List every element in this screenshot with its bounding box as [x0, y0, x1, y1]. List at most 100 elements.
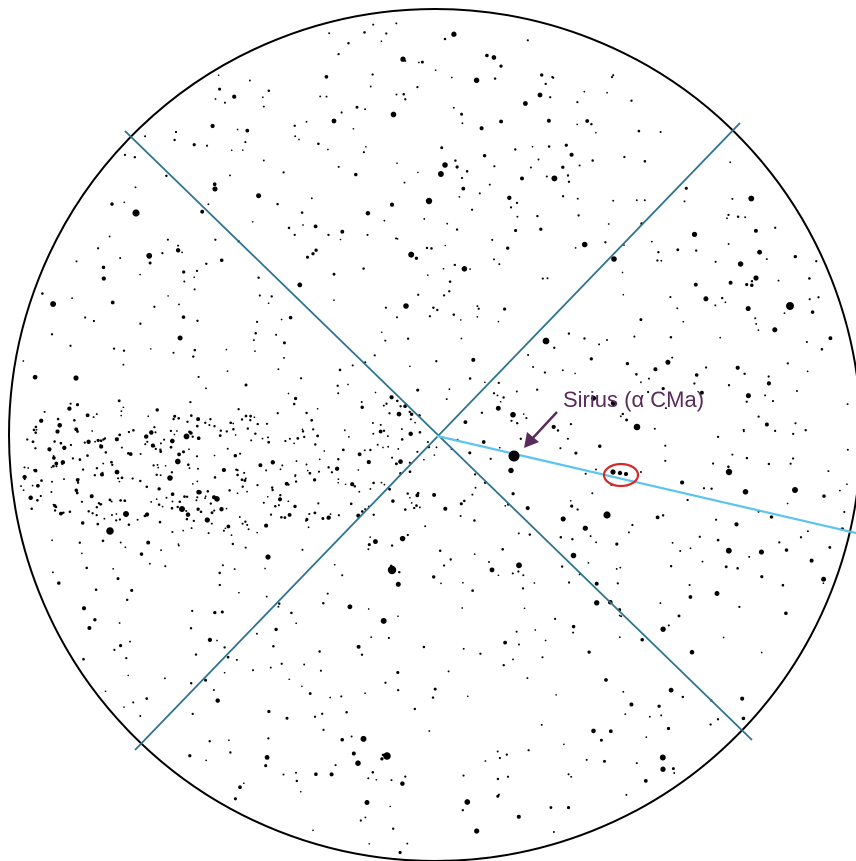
- background-star: [702, 487, 706, 490]
- background-star: [75, 478, 80, 482]
- background-star: [256, 422, 259, 426]
- background-star: [572, 631, 575, 634]
- background-star: [799, 536, 803, 539]
- background-star: [506, 246, 510, 250]
- background-star: [341, 448, 345, 452]
- background-star: [463, 420, 468, 425]
- background-star: [528, 533, 532, 536]
- background-star: [547, 145, 551, 148]
- background-star: [192, 355, 195, 358]
- background-star: [474, 486, 477, 489]
- background-star: [265, 422, 269, 425]
- background-star: [462, 647, 465, 650]
- background-star: [63, 478, 65, 481]
- background-star: [745, 393, 751, 399]
- background-star: [460, 337, 463, 340]
- background-star: [336, 384, 339, 388]
- background-star: [217, 74, 220, 76]
- background-star: [232, 94, 237, 99]
- background-star: [426, 274, 429, 276]
- background-star: [298, 138, 300, 141]
- background-star: [781, 583, 785, 587]
- background-star: [237, 408, 240, 411]
- background-star: [176, 505, 179, 509]
- background-star: [581, 241, 588, 248]
- background-star: [116, 577, 120, 581]
- background-star: [157, 466, 160, 469]
- background-star: [159, 450, 163, 453]
- background-star: [299, 790, 302, 793]
- background-star: [567, 581, 571, 584]
- background-star: [440, 582, 442, 585]
- background-star: [185, 509, 188, 513]
- background-star: [504, 505, 507, 507]
- background-star: [31, 484, 34, 487]
- background-star: [78, 541, 81, 544]
- background-star: [127, 452, 130, 455]
- background-star: [181, 251, 183, 254]
- background-star: [745, 306, 751, 312]
- background-star: [594, 600, 600, 606]
- background-star: [59, 511, 63, 516]
- background-star: [753, 228, 758, 233]
- background-star: [669, 296, 672, 299]
- background-star: [397, 688, 400, 692]
- background-star: [531, 145, 534, 148]
- background-star: [432, 575, 436, 579]
- background-star: [745, 283, 749, 287]
- background-star: [553, 346, 556, 349]
- star-field: [20, 22, 849, 855]
- background-star: [591, 159, 594, 162]
- background-star: [489, 457, 492, 460]
- background-star: [328, 32, 331, 35]
- background-star: [516, 562, 522, 569]
- background-star: [86, 454, 89, 457]
- background-star: [606, 91, 608, 94]
- background-star: [167, 295, 169, 297]
- background-star: [737, 261, 744, 267]
- background-star: [637, 129, 641, 133]
- background-star: [139, 273, 141, 276]
- background-star: [384, 306, 387, 309]
- background-star: [570, 504, 574, 508]
- background-star: [246, 427, 250, 430]
- background-star: [182, 529, 185, 532]
- background-star: [236, 128, 239, 131]
- background-star: [523, 607, 526, 610]
- background-star: [166, 238, 169, 241]
- background-star: [368, 842, 371, 845]
- background-star: [122, 349, 126, 352]
- background-star: [192, 143, 196, 147]
- background-star: [157, 503, 161, 506]
- background-star: [234, 434, 237, 436]
- background-star: [313, 511, 317, 515]
- background-star: [132, 209, 140, 217]
- background-star: [471, 589, 474, 592]
- background-star: [714, 304, 717, 307]
- background-star: [169, 429, 173, 433]
- background-star: [755, 322, 758, 325]
- background-star: [505, 753, 508, 756]
- background-star: [256, 320, 259, 323]
- background-star: [31, 440, 35, 444]
- background-star: [332, 272, 336, 276]
- sirius-star: [508, 450, 520, 462]
- background-star: [303, 663, 306, 666]
- background-star: [189, 627, 193, 630]
- background-star: [144, 135, 147, 138]
- background-star: [189, 431, 193, 435]
- background-star: [327, 148, 329, 151]
- background-star: [786, 502, 789, 505]
- background-star: [248, 79, 251, 82]
- background-star: [446, 222, 449, 225]
- background-star: [317, 502, 320, 505]
- background-star: [149, 348, 152, 350]
- background-star: [668, 687, 674, 693]
- background-star: [792, 487, 798, 493]
- background-star: [146, 252, 153, 259]
- background-star: [414, 421, 416, 424]
- background-star: [398, 850, 402, 855]
- background-star: [250, 439, 253, 442]
- background-star: [174, 130, 178, 134]
- background-star: [643, 199, 646, 202]
